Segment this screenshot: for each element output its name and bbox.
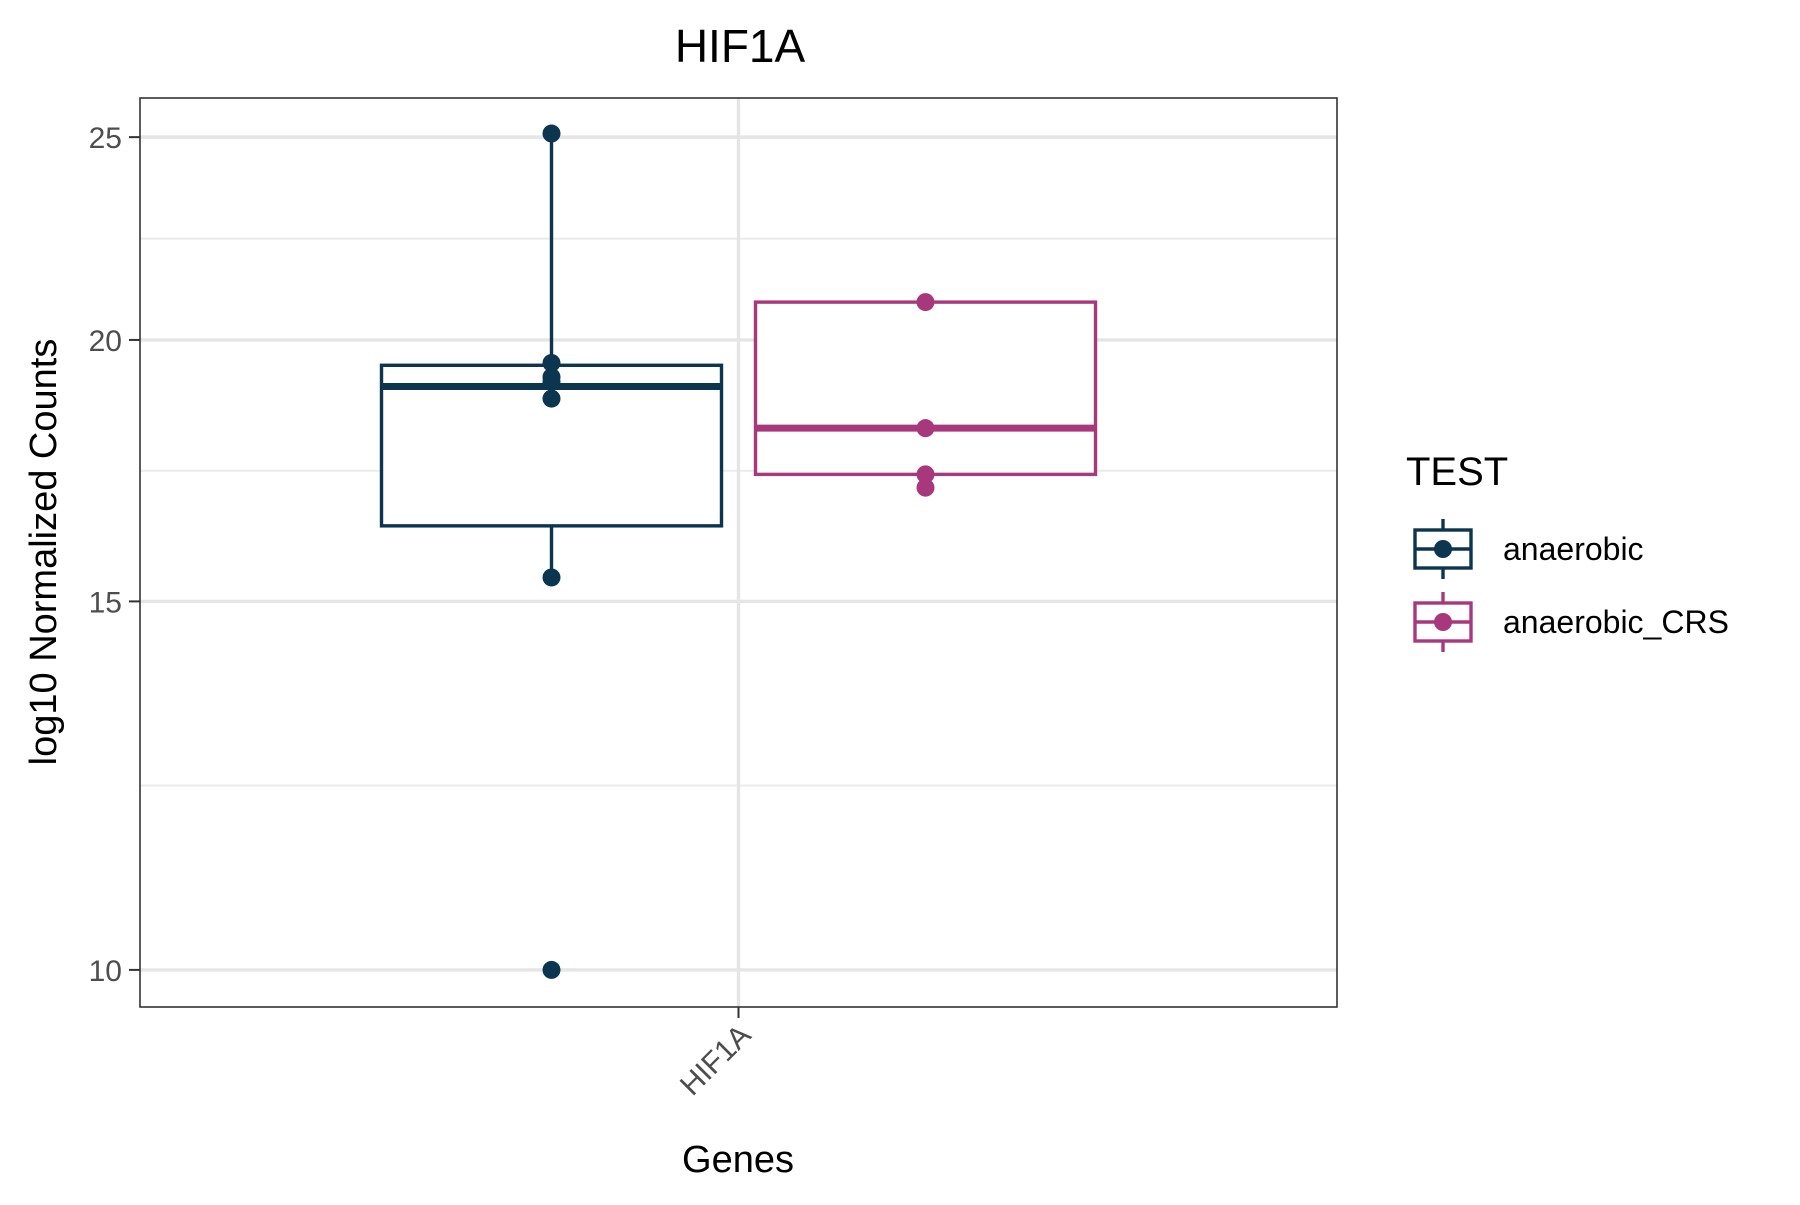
legend-key-point: [1434, 540, 1452, 558]
data-point: [916, 293, 935, 312]
legend-key-point: [1434, 613, 1452, 631]
legend-label: anaerobic: [1503, 531, 1644, 567]
data-point: [916, 419, 935, 438]
data-point: [542, 960, 561, 979]
y-tick-label: 25: [89, 122, 122, 155]
y-tick-label: 10: [89, 955, 122, 988]
y-tick-label: 20: [89, 325, 122, 358]
y-axis-label: log10 Normalized Counts: [23, 339, 65, 766]
plot-series: [379, 124, 1098, 979]
series-anaerobic: [379, 124, 724, 979]
legend-item-anaerobic: anaerobic: [1413, 519, 1644, 579]
legend-label: anaerobic_CRS: [1503, 604, 1729, 640]
chart-title: HIF1A: [675, 20, 806, 72]
box-iqr: [753, 300, 1098, 477]
y-tick-label: 15: [89, 586, 122, 619]
grid-lines: [140, 98, 1337, 1007]
data-point: [542, 353, 561, 372]
y-axis: 10 15 20 25: [89, 122, 140, 988]
data-point: [916, 478, 935, 497]
data-point: [542, 389, 561, 408]
data-point: [542, 568, 561, 587]
legend: TEST anaerobic anaerobic_CRS: [1406, 450, 1729, 652]
series-anaerobic_CRS: [753, 293, 1098, 497]
data-point: [542, 372, 561, 391]
data-point: [916, 465, 935, 484]
x-axis-label: Genes: [682, 1139, 794, 1181]
legend-item-anaerobic_CRS: anaerobic_CRS: [1413, 592, 1729, 652]
legend-title: TEST: [1406, 450, 1508, 494]
legend-entries: anaerobic anaerobic_CRS: [1413, 519, 1729, 652]
data-point: [542, 124, 561, 143]
